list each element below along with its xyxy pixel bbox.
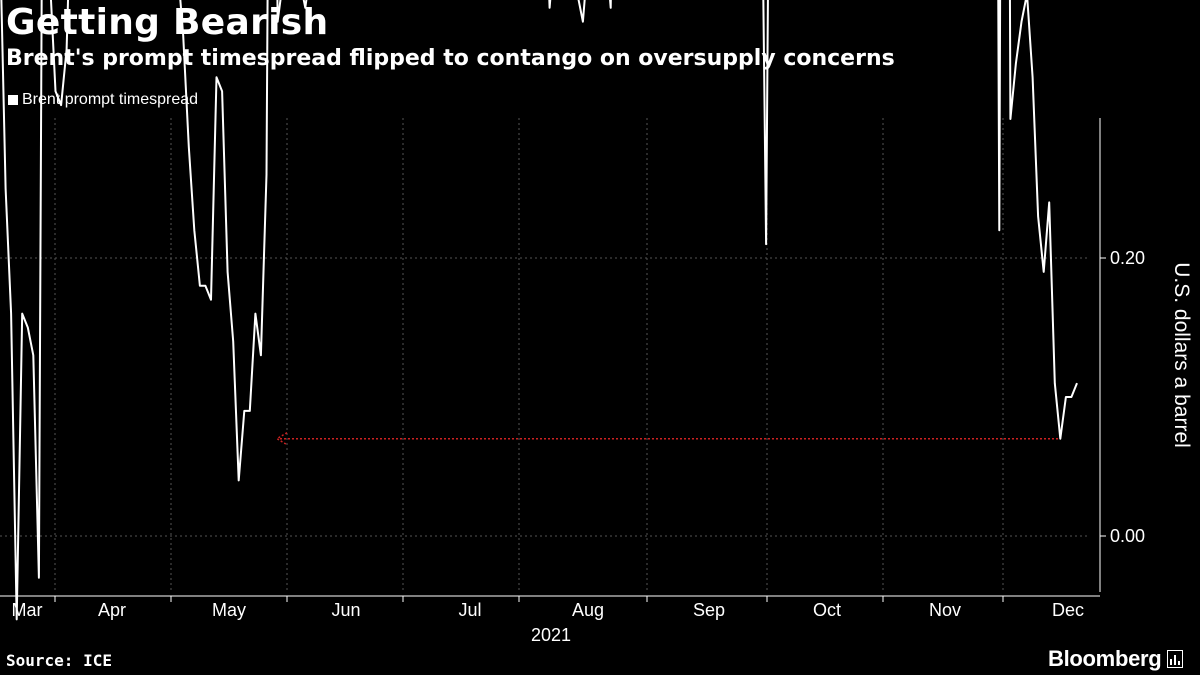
x-tick-label: Mar <box>12 600 43 620</box>
source-note: Source: ICE <box>6 651 112 670</box>
x-tick-label: Nov <box>929 600 961 620</box>
legend-swatch <box>8 95 18 105</box>
horizontal-gridlines <box>0 257 1090 537</box>
chart-title: Getting Bearish <box>6 2 329 43</box>
x-tick-label: May <box>212 600 246 620</box>
y-axis-title: U.S. dollars a barrel <box>1170 262 1193 448</box>
y-tick-label: 0.20 <box>1110 248 1145 268</box>
vertical-gridlines <box>54 118 1004 592</box>
series-line-brent-prompt-timespread <box>0 0 1078 621</box>
legend: Brent prompt timespread <box>8 91 198 109</box>
x-tick-label: Jun <box>331 600 360 620</box>
chart-subtitle: Brent's prompt timespread flipped to con… <box>6 46 895 71</box>
legend-label: Brent prompt timespread <box>22 91 199 108</box>
x-tick-label: Oct <box>813 600 841 620</box>
series-layer <box>0 0 1078 621</box>
bar-chart-icon <box>1167 650 1184 668</box>
axes-layer: 0.000.200.400.600.801.001.201.40U.S. dol… <box>0 118 1193 645</box>
x-tick-label: Dec <box>1052 600 1084 620</box>
x-tick-label: Apr <box>98 600 126 620</box>
x-tick-label: Jul <box>458 600 481 620</box>
brand-text: Bloomberg <box>1048 646 1162 671</box>
x-tick-label: Sep <box>693 600 725 620</box>
x-axis-title: 2021 <box>531 625 571 645</box>
annotation-layer <box>275 432 1060 446</box>
y-tick-label: 0.00 <box>1110 526 1145 546</box>
x-tick-label: Aug <box>572 600 604 620</box>
bloomberg-logo: Bloomberg <box>1048 646 1184 672</box>
